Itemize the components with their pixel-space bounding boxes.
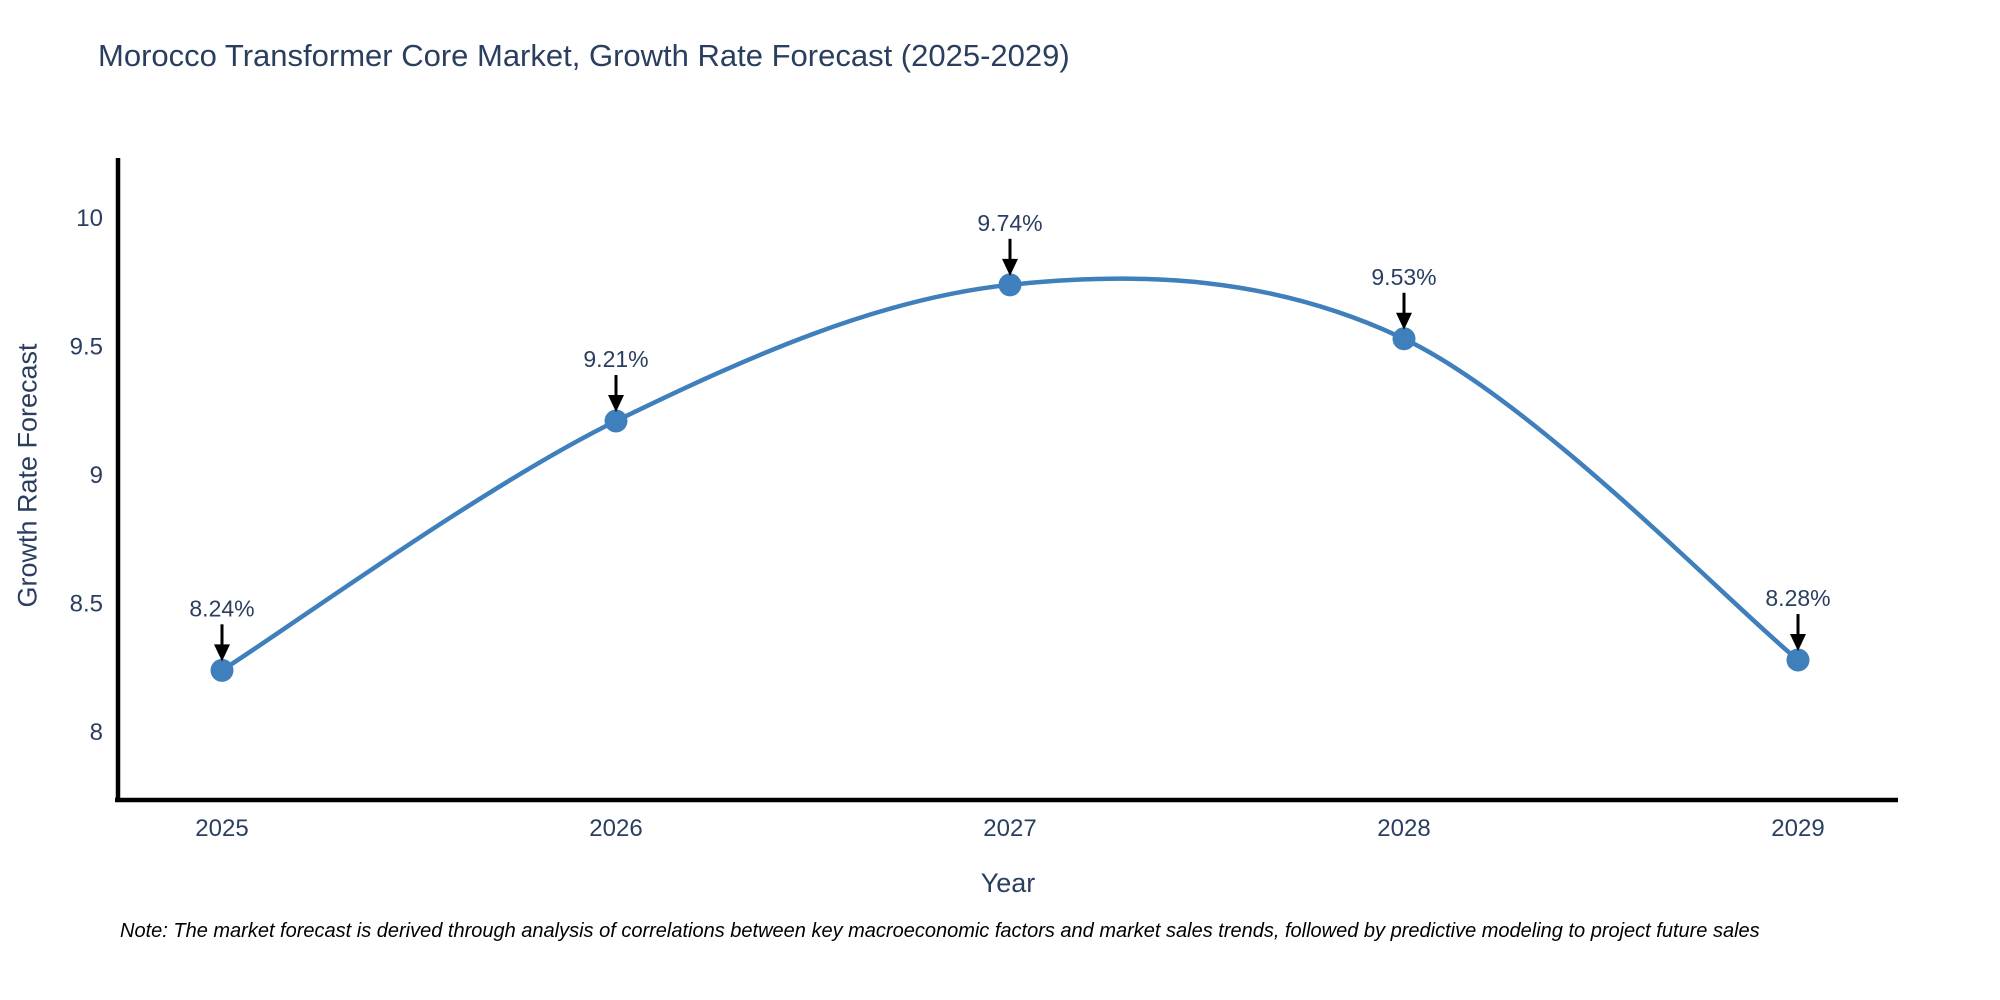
y-tick-label: 8.5 bbox=[70, 591, 103, 618]
data-point-label: 8.24% bbox=[189, 595, 254, 621]
annotation-arrowhead bbox=[1790, 634, 1806, 652]
chart-title: Morocco Transformer Core Market, Growth … bbox=[98, 38, 1070, 73]
x-tick-label: 2029 bbox=[1771, 815, 1824, 842]
data-point-label: 8.28% bbox=[1765, 585, 1830, 611]
data-point-label: 9.53% bbox=[1371, 264, 1436, 290]
y-tick-label: 8 bbox=[90, 719, 103, 746]
data-point-marker[interactable] bbox=[998, 273, 1022, 297]
data-point-label: 9.21% bbox=[583, 346, 648, 372]
annotation-arrowhead bbox=[1002, 258, 1018, 276]
y-tick-label: 9.5 bbox=[70, 334, 103, 361]
line-series bbox=[219, 276, 1801, 673]
data-point-label: 9.74% bbox=[977, 210, 1042, 236]
x-tick-label: 2027 bbox=[983, 815, 1036, 842]
y-tick-label: 9 bbox=[90, 462, 103, 489]
annotation-arrowhead bbox=[1396, 312, 1412, 330]
annotation-arrowhead bbox=[214, 644, 230, 662]
data-point-marker[interactable] bbox=[1786, 648, 1810, 672]
x-tick-label: 2026 bbox=[589, 815, 642, 842]
y-tick-label: 10 bbox=[76, 205, 103, 232]
x-tick-label: 2025 bbox=[195, 815, 248, 842]
data-point-marker[interactable] bbox=[210, 658, 234, 682]
data-point-marker[interactable] bbox=[1392, 327, 1416, 351]
footnote-text: Note: The market forecast is derived thr… bbox=[120, 920, 1760, 942]
annotation-arrowhead bbox=[608, 395, 624, 413]
x-tick-label: 2028 bbox=[1377, 815, 1430, 842]
data-point-marker[interactable] bbox=[604, 409, 628, 433]
